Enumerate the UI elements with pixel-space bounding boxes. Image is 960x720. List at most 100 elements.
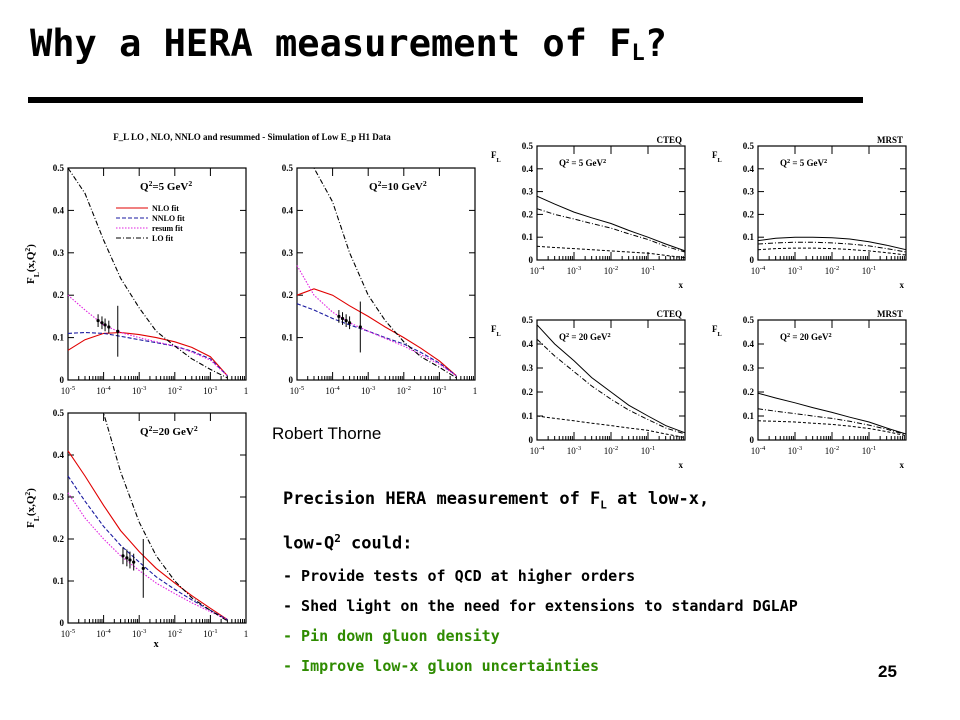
x-axis-label: x xyxy=(900,460,905,470)
bullet-2: - Shed light on the need for extensions … xyxy=(283,597,798,616)
y-tick-label: 0.5 xyxy=(743,315,755,325)
headline-line-1: Precision HERA measurement of FL at low-… xyxy=(283,489,710,512)
y-axis-label: FL xyxy=(712,150,722,164)
y-tick-label: 0.4 xyxy=(282,205,294,215)
x-tick-label: 10-5 xyxy=(61,385,75,396)
chart-panel-4: 0 0.1 0.2 0.3 0.4 0.5 10-4 10-3 10-2 10-1 Q2 = 5 G… xyxy=(491,135,686,290)
data-point xyxy=(116,329,120,333)
y-tick-label: 0.3 xyxy=(53,492,65,502)
x-tick-label: 10-2 xyxy=(825,445,839,456)
panel-group-label: CTEQ xyxy=(656,135,682,145)
plot-frame xyxy=(67,167,247,381)
x-tick-label: 10-1 xyxy=(862,265,876,276)
y-tick-label: 0 xyxy=(529,255,534,265)
panel-label: Q2 = 5 GeV2 xyxy=(780,158,827,169)
x-tick-label: 10-3 xyxy=(788,265,802,276)
series-line-3 xyxy=(296,265,457,377)
y-tick-label: 0.2 xyxy=(522,209,534,219)
series-line-1 xyxy=(757,236,907,251)
series-line-1 xyxy=(67,331,228,377)
data-point xyxy=(128,558,132,562)
series-line-2 xyxy=(67,475,228,621)
y-tick-label: 0.1 xyxy=(522,411,534,421)
y-tick-label: 0.3 xyxy=(743,363,755,373)
series-line-4 xyxy=(68,412,228,622)
y-tick-label: 0.4 xyxy=(53,450,65,460)
y-tick-label: 0.3 xyxy=(522,187,534,197)
series-line-3 xyxy=(67,492,228,621)
x-tick-label: 1 xyxy=(244,386,249,396)
y-tick-label: 0.2 xyxy=(743,387,755,397)
x-tick-label: 10-3 xyxy=(567,445,581,456)
y-tick-label: 0.2 xyxy=(743,209,755,219)
x-tick-label: 10-1 xyxy=(203,628,217,639)
panel-label: Q2=20 GeV2 xyxy=(140,424,198,439)
y-tick-label: 0.4 xyxy=(743,164,755,174)
x-tick-label: 10-1 xyxy=(641,265,655,276)
series-line-1 xyxy=(296,288,457,377)
series-line-2 xyxy=(296,303,457,377)
data-point xyxy=(340,316,345,321)
y-tick-label: 0 xyxy=(60,375,65,385)
y-tick-label: 0.2 xyxy=(522,387,534,397)
chart-panel-6: 0 0.1 0.2 0.3 0.4 0.5 10-4 10-3 10-2 10-1 Q2 = 20 … xyxy=(491,309,686,470)
y-tick-label: 0.1 xyxy=(53,333,65,343)
y-tick-label: 0 xyxy=(529,435,534,445)
x-tick-label: 10-1 xyxy=(432,385,446,396)
x-axis-label: x xyxy=(679,460,684,470)
slide-title: Why a HERA measurement of FL? xyxy=(30,22,667,66)
panel-group-label: CTEQ xyxy=(656,309,682,319)
series-line-2 xyxy=(536,338,686,435)
x-tick-label: 10-3 xyxy=(567,265,581,276)
y-tick-label: 0.5 xyxy=(53,408,65,418)
plot-frame xyxy=(296,167,476,381)
y-tick-label: 0.1 xyxy=(53,576,65,586)
panel-group-label: MRST xyxy=(877,135,903,145)
y-tick-label: 0 xyxy=(60,618,65,628)
x-tick-label: 1 xyxy=(244,629,249,639)
headline-line-2: low-Q2 could: xyxy=(283,532,413,555)
x-tick-label: 10-3 xyxy=(132,385,146,396)
x-tick-label: 10-4 xyxy=(325,385,340,396)
panel-label: Q2=5 GeV2 xyxy=(140,179,192,194)
x-tick-label: 10-5 xyxy=(61,628,75,639)
x-tick-label: 10-4 xyxy=(751,445,766,456)
series-line-1 xyxy=(67,450,228,621)
y-tick-label: 0.1 xyxy=(743,232,755,242)
series-line-1 xyxy=(757,392,907,435)
panel-group-label: MRST xyxy=(877,309,903,319)
x-tick-label: 10-1 xyxy=(641,445,655,456)
panel-label: Q2 = 5 GeV2 xyxy=(559,158,606,169)
y-tick-label: 0 xyxy=(750,435,755,445)
legend-entry: resum fit xyxy=(152,224,183,233)
y-axis-label: FL(x,Q2) xyxy=(23,488,41,528)
series-line-4 xyxy=(297,167,457,379)
data-point xyxy=(96,319,100,323)
legend-entry: NLO fit xyxy=(152,204,179,213)
panel-label: Q2=10 GeV2 xyxy=(369,179,427,194)
x-tick-label: 10-4 xyxy=(96,385,111,396)
page-number: 25 xyxy=(878,662,897,681)
x-tick-label: 10-2 xyxy=(168,628,182,639)
data-point xyxy=(358,325,362,329)
text-block: Precision HERA measurement of FL at low-… xyxy=(283,482,923,681)
y-tick-label: 0.1 xyxy=(282,333,294,343)
x-axis-label: x xyxy=(900,280,905,290)
y-tick-label: 0.2 xyxy=(282,290,294,300)
x-tick-label: 10-1 xyxy=(203,385,217,396)
data-point xyxy=(125,556,129,560)
x-tick-label: 10-3 xyxy=(788,445,802,456)
y-tick-label: 0.5 xyxy=(522,315,534,325)
y-axis-label: FL(x,Q2) xyxy=(23,244,41,284)
x-tick-label: 10-2 xyxy=(604,445,618,456)
series-line-2 xyxy=(757,241,907,253)
x-tick-label: 1 xyxy=(473,386,478,396)
chart-panel-2: 0 0.1 0.2 0.3 0.4 0.5 10-5 10-4 10-3 10-2 10-1 1 Q2=… xyxy=(282,163,478,396)
y-tick-label: 0.1 xyxy=(522,232,534,242)
y-tick-label: 0.4 xyxy=(522,164,534,174)
panel-label: Q2 = 20 GeV2 xyxy=(559,332,611,343)
bullet-4: - Improve low-x gluon uncertainties xyxy=(283,657,600,676)
data-point xyxy=(100,321,104,325)
y-tick-label: 0 xyxy=(289,375,294,385)
